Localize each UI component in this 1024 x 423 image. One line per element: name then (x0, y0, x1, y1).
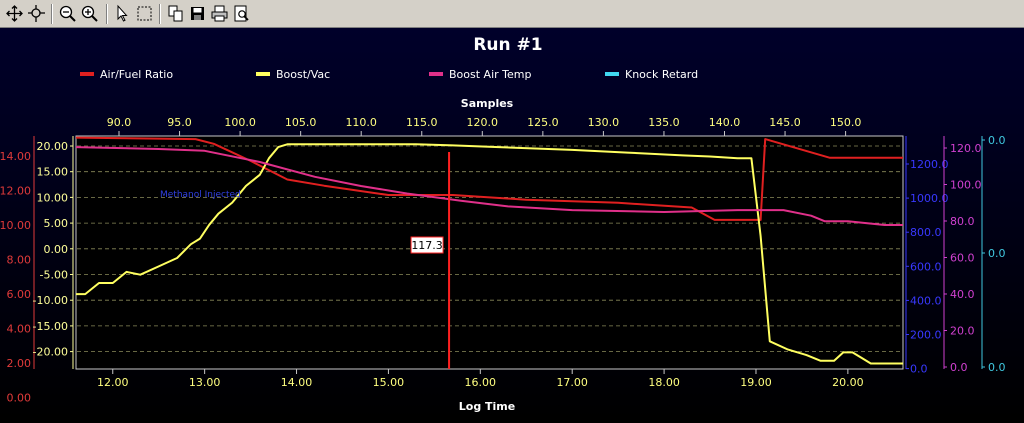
x-tick-label: 15.00 (373, 376, 405, 389)
afr-tick-label: 10.00 (0, 219, 31, 232)
select-region-icon[interactable] (134, 3, 155, 24)
legend-swatch (80, 72, 94, 76)
samples-tick-label: 130.0 (588, 116, 620, 129)
zoom-out-icon[interactable] (57, 3, 78, 24)
temp-tick-label: 40.0 (950, 288, 975, 301)
x-tick-label: 19.00 (740, 376, 772, 389)
right-blue-tick-label: 400.0 (910, 294, 942, 307)
chart-area: Run #1 Air/Fuel Ratio Boost/Vac Boost Air … (0, 28, 1024, 419)
right-blue-tick-label: 1200.0 (910, 158, 949, 171)
boost-tick-label: 15.00 (37, 166, 69, 179)
afr-tick-label: 2.00 (7, 357, 32, 370)
samples-tick-label: 100.0 (224, 116, 256, 129)
save-icon[interactable] (187, 3, 208, 24)
series-line-boost-air-temp (75, 146, 903, 226)
plot-area: 12.00 13.00 14.00 15.00 16.00 17.00 18.00 19.00… (0, 116, 1006, 405)
toolbar-separator (159, 4, 161, 24)
right-blue-tick-label: 200.0 (910, 329, 942, 342)
legend-label: Boost/Vac (276, 68, 330, 81)
temp-tick-label: 20.0 (950, 325, 975, 338)
cursor-label: 117.3 (411, 239, 443, 252)
afr-tick-label: 12.00 (0, 185, 31, 198)
chart-toolbar (0, 0, 1024, 28)
boost-tick-label: 20.00 (37, 140, 69, 153)
legend-swatch (256, 72, 270, 76)
copy-icon[interactable] (165, 3, 186, 24)
series-line-air-fuel-ratio (75, 136, 903, 221)
x-tick-label: 12.00 (97, 376, 129, 389)
temp-tick-label: 0.0 (950, 361, 968, 374)
afr-tick-label: 0.00 (7, 392, 32, 405)
boost-tick-label: -20.00 (33, 346, 68, 359)
select-pointer-icon[interactable] (112, 3, 133, 24)
temp-tick-label: 100.0 (950, 179, 982, 192)
samples-tick-label: 125.0 (527, 116, 559, 129)
right-blue-tick-label: 800.0 (910, 226, 942, 239)
samples-tick-label: 140.0 (709, 116, 741, 129)
right-blue-tick-label: 0.0 (910, 363, 928, 376)
samples-axis-title: Samples (461, 97, 514, 110)
afr-tick-label: 8.00 (7, 254, 32, 267)
print-icon[interactable] (209, 3, 230, 24)
chart-legend: Air/Fuel Ratio Boost/Vac Boost Air Temp Kno… (80, 68, 698, 81)
boost-tick-label: 0.00 (44, 243, 69, 256)
temp-tick-label: 80.0 (950, 215, 975, 228)
x-axis-title: Log Time (459, 400, 515, 413)
right-blue-tick-label: 600.0 (910, 260, 942, 273)
temp-tick-label: 60.0 (950, 252, 975, 265)
temp-tick-label: 120.0 (950, 142, 982, 155)
x-tick-label: 14.00 (281, 376, 313, 389)
boost-tick-label: -5.00 (40, 269, 68, 282)
toolbar-separator (106, 4, 108, 24)
pan-icon[interactable] (4, 3, 25, 24)
boost-tick-label: -10.00 (33, 294, 68, 307)
samples-tick-label: 120.0 (467, 116, 499, 129)
samples-tick-label: 115.0 (406, 116, 438, 129)
knock-tick-label: 0.0 (988, 134, 1006, 147)
afr-tick-label: 6.00 (7, 288, 32, 301)
methanol-annotation: Methanol Injected (160, 190, 241, 200)
x-tick-label: 16.00 (465, 376, 497, 389)
boost-tick-label: -15.00 (33, 320, 68, 333)
knock-tick-label: 0.0 (988, 247, 1006, 260)
x-tick-label: 18.00 (648, 376, 680, 389)
cursor-label-box (410, 236, 444, 254)
x-tick-label: 17.00 (556, 376, 588, 389)
legend-label: Knock Retard (625, 68, 698, 81)
samples-tick-label: 110.0 (345, 116, 377, 129)
samples-tick-label: 90.0 (107, 116, 132, 129)
afr-tick-label: 14.00 (0, 150, 31, 163)
legend-label: Air/Fuel Ratio (100, 68, 173, 81)
zoom-in-icon[interactable] (79, 3, 100, 24)
samples-tick-label: 95.0 (167, 116, 192, 129)
boost-tick-label: 10.00 (37, 191, 69, 204)
samples-tick-label: 150.0 (830, 116, 862, 129)
x-tick-label: 20.00 (832, 376, 864, 389)
zoom-region-icon[interactable] (26, 3, 47, 24)
line-chart[interactable]: Run #1 Air/Fuel Ratio Boost/Vac Boost Air … (0, 28, 1024, 419)
print-preview-icon[interactable] (231, 3, 252, 24)
knock-tick-label: 0.0 (988, 361, 1006, 374)
samples-tick-label: 135.0 (648, 116, 680, 129)
samples-tick-label: 145.0 (769, 116, 801, 129)
toolbar-separator (51, 4, 53, 24)
samples-tick-label: 105.0 (285, 116, 317, 129)
legend-swatch (605, 72, 619, 76)
afr-tick-label: 4.00 (7, 323, 32, 336)
chart-title: Run #1 (473, 35, 542, 55)
right-blue-tick-label: 1000.0 (910, 192, 949, 205)
x-tick-label: 13.00 (189, 376, 221, 389)
legend-label: Boost Air Temp (449, 68, 531, 81)
boost-tick-label: 5.00 (44, 217, 69, 230)
series-line-boost-vac (76, 143, 903, 365)
legend-swatch (429, 72, 443, 76)
plot-frame (75, 135, 904, 370)
